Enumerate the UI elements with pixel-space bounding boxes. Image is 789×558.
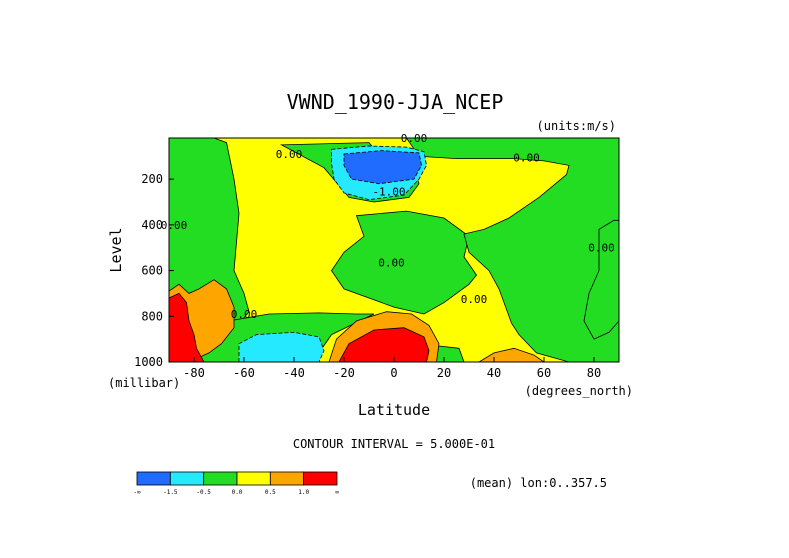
y-axis-units: (millibar) <box>108 376 180 390</box>
y-tick-label: 400 <box>141 218 163 232</box>
contour-fill-layer <box>168 137 620 363</box>
colorbar-swatch <box>169 471 205 486</box>
x-tick-label: -80 <box>183 366 205 380</box>
chart-title: VWND_1990-JJA_NCEP <box>287 90 504 114</box>
y-axis-ticks: 200 400 600 800 1000 <box>134 172 174 369</box>
colorbar-tick-label: 0.0 <box>232 489 243 496</box>
colorbar-tick-label: 1.0 <box>298 489 309 496</box>
colorbar-tick-label: -0.5 <box>196 489 211 496</box>
x-axis-ticks: -80 -60 -40 -20 0 20 40 60 80 <box>183 357 601 380</box>
contour-interval-note: CONTOUR INTERVAL = 5.000E-01 <box>293 437 495 451</box>
y-tick-label: 1000 <box>134 355 163 369</box>
contour-value-label: 0.00 <box>461 293 488 306</box>
contour-region-3 <box>331 210 477 315</box>
contour-region-14 <box>338 327 430 363</box>
y-tick-label: 800 <box>141 309 163 323</box>
x-tick-label: 20 <box>437 366 451 380</box>
y-tick-label: 200 <box>141 172 163 186</box>
colorbar-swatch <box>303 471 338 486</box>
contour-region-9 <box>238 331 325 363</box>
y-tick-label: 600 <box>141 264 163 278</box>
x-axis-label: Latitude <box>358 401 430 419</box>
mean-note: (mean) lon:0..357.5 <box>470 476 607 490</box>
contour-value-label: 0.00 <box>161 219 188 232</box>
x-tick-label: -60 <box>233 366 255 380</box>
colorbar-tick-label: 0.5 <box>265 489 276 496</box>
contour-region-6 <box>583 219 620 340</box>
contour-label-layer: 0.000.00-1.000.000.000.000.000.000.00 <box>161 132 615 321</box>
x-tick-label: 40 <box>487 366 501 380</box>
colorbar-tick-label: -∞ <box>133 489 141 496</box>
x-axis-units: (degrees_north) <box>525 384 633 398</box>
colorbar-swatch <box>269 471 305 486</box>
x-tick-label: -40 <box>283 366 305 380</box>
contour-value-label: 0.00 <box>276 148 303 161</box>
contour-value-label: 0.00 <box>513 151 540 164</box>
colorbar-tick-label: ∞ <box>335 489 339 496</box>
x-tick-label: -20 <box>333 366 355 380</box>
x-tick-label: 60 <box>537 366 551 380</box>
colorbar-swatch <box>136 471 171 486</box>
contour-region-10 <box>343 150 422 185</box>
units-note: (units:m/s) <box>537 119 616 133</box>
x-tick-label: 80 <box>587 366 601 380</box>
y-axis-label: Level <box>107 227 125 272</box>
colorbar: -∞ -1.5 -0.5 0.0 0.5 1.0 ∞ <box>133 471 339 496</box>
colorbar-swatch <box>236 471 271 486</box>
contour-value-label: 0.00 <box>588 242 615 255</box>
colorbar-tick-label: -1.5 <box>163 489 178 496</box>
contour-value-label: 0.00 <box>378 257 405 270</box>
x-tick-label: 0 <box>390 366 397 380</box>
contour-value-label: 0.00 <box>231 308 258 321</box>
colorbar-swatch <box>203 471 238 486</box>
contour-value-label: -1.00 <box>372 186 405 199</box>
